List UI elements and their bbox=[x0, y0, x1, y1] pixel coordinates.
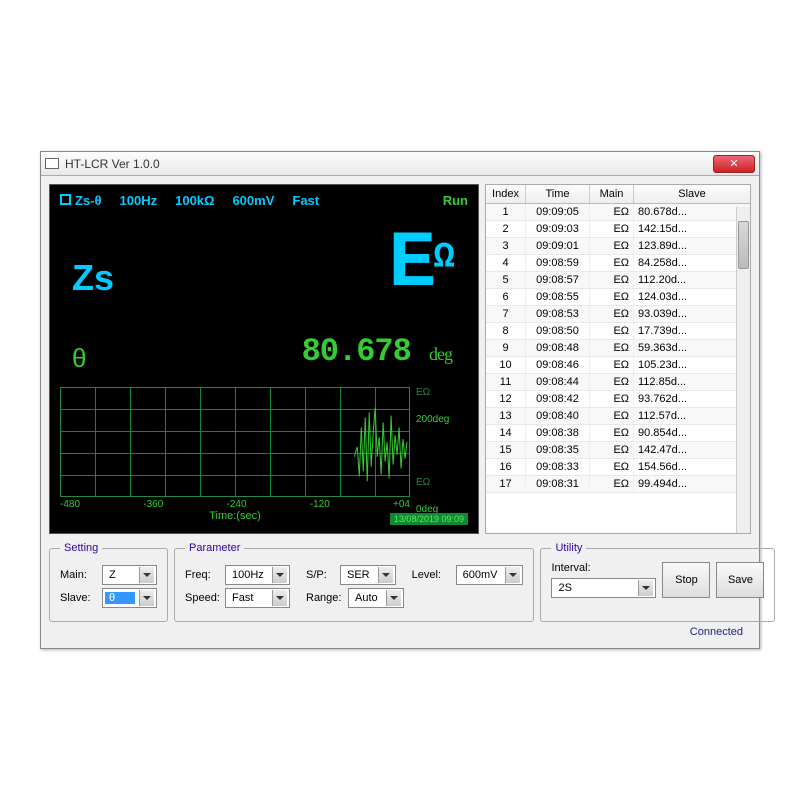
table-header: Index Time Main Slave bbox=[486, 185, 750, 204]
sp-label: S/P: bbox=[306, 569, 336, 581]
table-row[interactable]: 1009:08:46EΩ105.23d... bbox=[486, 357, 750, 374]
app-window: HT-LCR Ver 1.0.0 ✕ Zs-θ 100Hz 100kΩ 600m… bbox=[40, 151, 760, 649]
chevron-down-icon bbox=[272, 590, 287, 606]
parameter-legend: Parameter bbox=[185, 542, 244, 554]
display-top-row: Zs-θ 100Hz 100kΩ 600mV Fast Run bbox=[60, 193, 468, 208]
sp-select[interactable]: SER bbox=[340, 565, 396, 585]
scroll-thumb[interactable] bbox=[738, 221, 749, 269]
speed-select[interactable]: Fast bbox=[225, 588, 290, 608]
chevron-down-icon bbox=[378, 567, 393, 583]
speed-label: Fast bbox=[292, 193, 319, 208]
table-row[interactable]: 109:09:05EΩ80.678d... bbox=[486, 204, 750, 221]
parameter-group: Parameter Freq: 100Hz S/P: SER Level: 60… bbox=[174, 542, 534, 622]
interval-label: Interval: bbox=[551, 562, 656, 574]
run-state: Run bbox=[443, 193, 468, 208]
slave-select[interactable]: θ bbox=[102, 588, 157, 608]
graph-area: EΩ 200deg EΩ 0deg -480 -360 -2 bbox=[60, 387, 468, 525]
measurement-display: Zs-θ 100Hz 100kΩ 600mV Fast Run Zs EΩ θ … bbox=[49, 184, 479, 534]
chevron-down-icon bbox=[386, 590, 401, 606]
range-select[interactable]: Auto bbox=[348, 588, 404, 608]
chevron-down-icon bbox=[139, 567, 154, 583]
table-row[interactable]: 909:08:48EΩ59.363d... bbox=[486, 340, 750, 357]
table-body: 109:09:05EΩ80.678d...209:09:03EΩ142.15d.… bbox=[486, 204, 750, 530]
slave-value: 80.678 deg bbox=[302, 333, 452, 370]
main-label: Main: bbox=[60, 569, 98, 581]
chevron-down-icon bbox=[505, 567, 520, 583]
timestamp: 13/08/2019 09:09 bbox=[390, 513, 468, 525]
close-button[interactable]: ✕ bbox=[713, 155, 755, 173]
level-label: Level: bbox=[412, 569, 452, 581]
slave-param-label: θ bbox=[72, 343, 86, 374]
chevron-down-icon bbox=[139, 590, 154, 606]
mode-label: Zs-θ bbox=[60, 193, 102, 208]
chevron-down-icon bbox=[638, 580, 653, 596]
range-label: Range: bbox=[306, 592, 344, 604]
table-row[interactable]: 809:08:50EΩ17.739d... bbox=[486, 323, 750, 340]
table-row[interactable]: 1409:08:38EΩ90.854d... bbox=[486, 425, 750, 442]
freq-label: 100Hz bbox=[120, 193, 158, 208]
table-row[interactable]: 1309:08:40EΩ112.57d... bbox=[486, 408, 750, 425]
freq-select[interactable]: 100Hz bbox=[225, 565, 290, 585]
scrollbar[interactable] bbox=[736, 207, 750, 533]
table-row[interactable]: 1509:08:35EΩ142.47d... bbox=[486, 442, 750, 459]
stop-button[interactable]: Stop bbox=[662, 562, 710, 598]
chevron-down-icon bbox=[272, 567, 287, 583]
table-row[interactable]: 409:08:59EΩ84.258d... bbox=[486, 255, 750, 272]
speed-label: Speed: bbox=[185, 592, 221, 604]
main-select[interactable]: Z bbox=[102, 565, 157, 585]
table-row[interactable]: 1609:08:33EΩ154.56d... bbox=[486, 459, 750, 476]
col-index[interactable]: Index bbox=[486, 185, 526, 203]
titlebar[interactable]: HT-LCR Ver 1.0.0 ✕ bbox=[41, 152, 759, 176]
utility-legend: Utility bbox=[551, 542, 586, 554]
table-row[interactable]: 709:08:53EΩ93.039d... bbox=[486, 306, 750, 323]
app-icon bbox=[45, 158, 59, 169]
freq-label: Freq: bbox=[185, 569, 221, 581]
main-value: EΩ bbox=[388, 219, 452, 310]
x-axis-label: Time:(sec) bbox=[60, 510, 410, 522]
slave-label: Slave: bbox=[60, 592, 98, 604]
data-table: Index Time Main Slave 109:09:05EΩ80.678d… bbox=[485, 184, 751, 534]
graph-grid bbox=[60, 387, 410, 497]
table-row[interactable]: 1709:08:31EΩ99.494d... bbox=[486, 476, 750, 493]
status-bar: Connected bbox=[49, 622, 751, 640]
range-label: 100kΩ bbox=[175, 193, 214, 208]
interval-select[interactable]: 2S bbox=[551, 578, 656, 598]
content: Zs-θ 100Hz 100kΩ 600mV Fast Run Zs EΩ θ … bbox=[41, 176, 759, 648]
utility-group: Utility Interval: 2S Stop Save bbox=[540, 542, 775, 622]
main-param-label: Zs bbox=[72, 257, 114, 299]
table-row[interactable]: 1109:08:44EΩ112.85d... bbox=[486, 374, 750, 391]
table-row[interactable]: 609:08:55EΩ124.03d... bbox=[486, 289, 750, 306]
table-row[interactable]: 209:09:03EΩ142.15d... bbox=[486, 221, 750, 238]
col-time[interactable]: Time bbox=[526, 185, 590, 203]
setting-legend: Setting bbox=[60, 542, 102, 554]
trace-svg bbox=[61, 388, 409, 496]
table-row[interactable]: 509:08:57EΩ112.20d... bbox=[486, 272, 750, 289]
col-main[interactable]: Main bbox=[590, 185, 634, 203]
x-ticks: -480 -360 -240 -120 +04 bbox=[60, 499, 410, 510]
level-label: 600mV bbox=[232, 193, 274, 208]
y-labels: EΩ 200deg EΩ 0deg bbox=[416, 387, 449, 531]
save-button[interactable]: Save bbox=[716, 562, 764, 598]
setting-group: Setting Main: Z Slave: θ bbox=[49, 542, 168, 622]
table-row[interactable]: 309:09:01EΩ123.89d... bbox=[486, 238, 750, 255]
table-row[interactable]: 1209:08:42EΩ93.762d... bbox=[486, 391, 750, 408]
window-title: HT-LCR Ver 1.0.0 bbox=[65, 157, 713, 171]
col-slave[interactable]: Slave bbox=[634, 185, 750, 203]
level-select[interactable]: 600mV bbox=[456, 565, 524, 585]
